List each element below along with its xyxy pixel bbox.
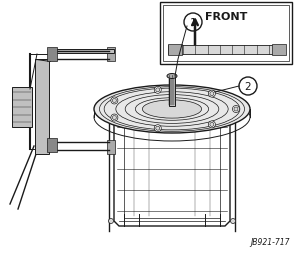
Circle shape [208, 121, 215, 128]
Circle shape [208, 91, 215, 98]
Bar [272, 45, 286, 56]
Circle shape [108, 115, 114, 120]
Ellipse shape [167, 74, 177, 79]
Circle shape [154, 87, 161, 94]
Bar [47, 138, 57, 152]
Circle shape [234, 108, 238, 112]
Circle shape [108, 219, 114, 224]
Bar [47, 48, 57, 62]
Text: 2: 2 [245, 82, 251, 92]
Bar [107, 140, 115, 154]
Bar [168, 46, 284, 55]
Circle shape [154, 125, 161, 132]
Circle shape [111, 98, 118, 105]
Bar [160, 3, 292, 65]
Circle shape [112, 99, 117, 103]
Ellipse shape [142, 101, 202, 119]
Text: FRONT: FRONT [205, 12, 247, 22]
Text: JB921-717: JB921-717 [251, 237, 290, 246]
Bar [163, 6, 289, 62]
Circle shape [156, 88, 160, 92]
Circle shape [210, 123, 214, 127]
Bar [107, 48, 115, 62]
Circle shape [230, 219, 235, 224]
Ellipse shape [94, 86, 250, 133]
Bar [124, 128, 220, 218]
Circle shape [232, 106, 240, 113]
Polygon shape [36, 50, 114, 62]
Circle shape [230, 115, 235, 120]
Circle shape [156, 127, 160, 131]
Bar [12, 88, 32, 128]
Bar [35, 60, 49, 154]
Polygon shape [114, 118, 230, 226]
Text: 1: 1 [190, 18, 196, 28]
Circle shape [112, 116, 117, 120]
Bar [168, 45, 182, 56]
Circle shape [210, 92, 214, 96]
Circle shape [111, 115, 118, 122]
Polygon shape [169, 78, 175, 107]
